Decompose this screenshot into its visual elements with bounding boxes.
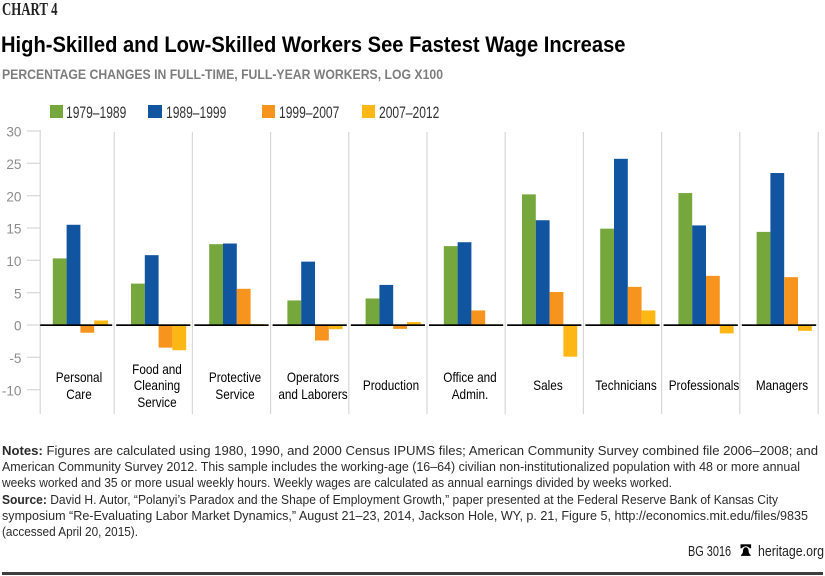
svg-text:-10: -10	[2, 383, 22, 398]
svg-text:20: 20	[6, 189, 22, 204]
svg-text:-5: -5	[9, 351, 21, 366]
svg-text:15: 15	[6, 222, 21, 237]
svg-text:25: 25	[6, 157, 21, 172]
svg-text:5: 5	[14, 286, 22, 301]
svg-text:0: 0	[14, 319, 22, 334]
svg-text:10: 10	[6, 254, 22, 269]
svg-text:30: 30	[6, 125, 22, 140]
